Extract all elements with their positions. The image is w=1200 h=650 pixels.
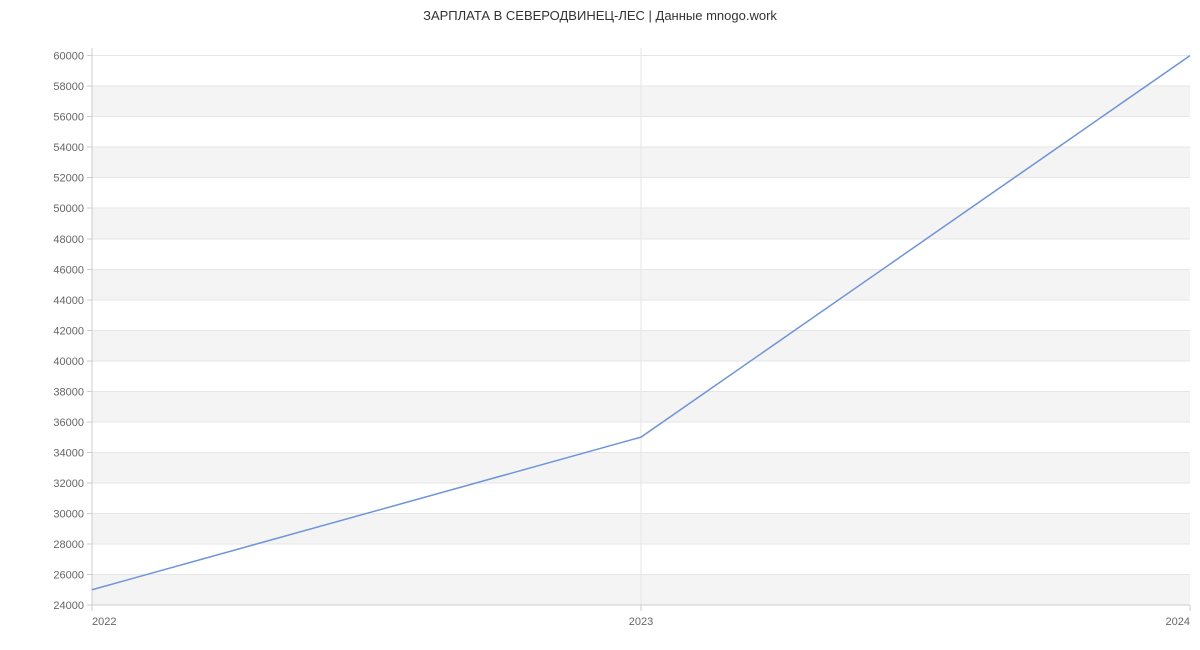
y-tick-label: 44000 <box>53 295 84 307</box>
x-tick-label: 2023 <box>629 616 653 628</box>
y-tick-label: 50000 <box>53 203 84 215</box>
y-tick-label: 56000 <box>53 112 84 124</box>
y-tick-label: 28000 <box>53 539 84 551</box>
y-tick-label: 54000 <box>53 142 84 154</box>
y-tick-label: 24000 <box>53 600 84 612</box>
x-tick-label: 2024 <box>1166 616 1190 628</box>
y-tick-label: 46000 <box>53 264 84 276</box>
y-tick-label: 42000 <box>53 325 84 337</box>
y-tick-label: 48000 <box>53 234 84 246</box>
y-tick-label: 32000 <box>53 478 84 490</box>
y-tick-label: 58000 <box>53 81 84 93</box>
chart-svg: 24000 26000 28000 30000 32000 34000 36000 38000… <box>0 0 1200 650</box>
y-tick-label: 52000 <box>53 173 84 185</box>
chart-container: 24000 26000 28000 30000 32000 34000 36000 38000… <box>0 0 1200 650</box>
y-tick-label: 36000 <box>53 417 84 429</box>
y-tick-label: 40000 <box>53 356 84 368</box>
y-tick-label: 30000 <box>53 508 84 520</box>
y-tick-label: 60000 <box>53 51 84 63</box>
y-tick-label: 34000 <box>53 447 84 459</box>
x-tick-label: 2022 <box>92 616 116 628</box>
y-tick-label: 38000 <box>53 386 84 398</box>
y-tick-label: 26000 <box>53 569 84 581</box>
